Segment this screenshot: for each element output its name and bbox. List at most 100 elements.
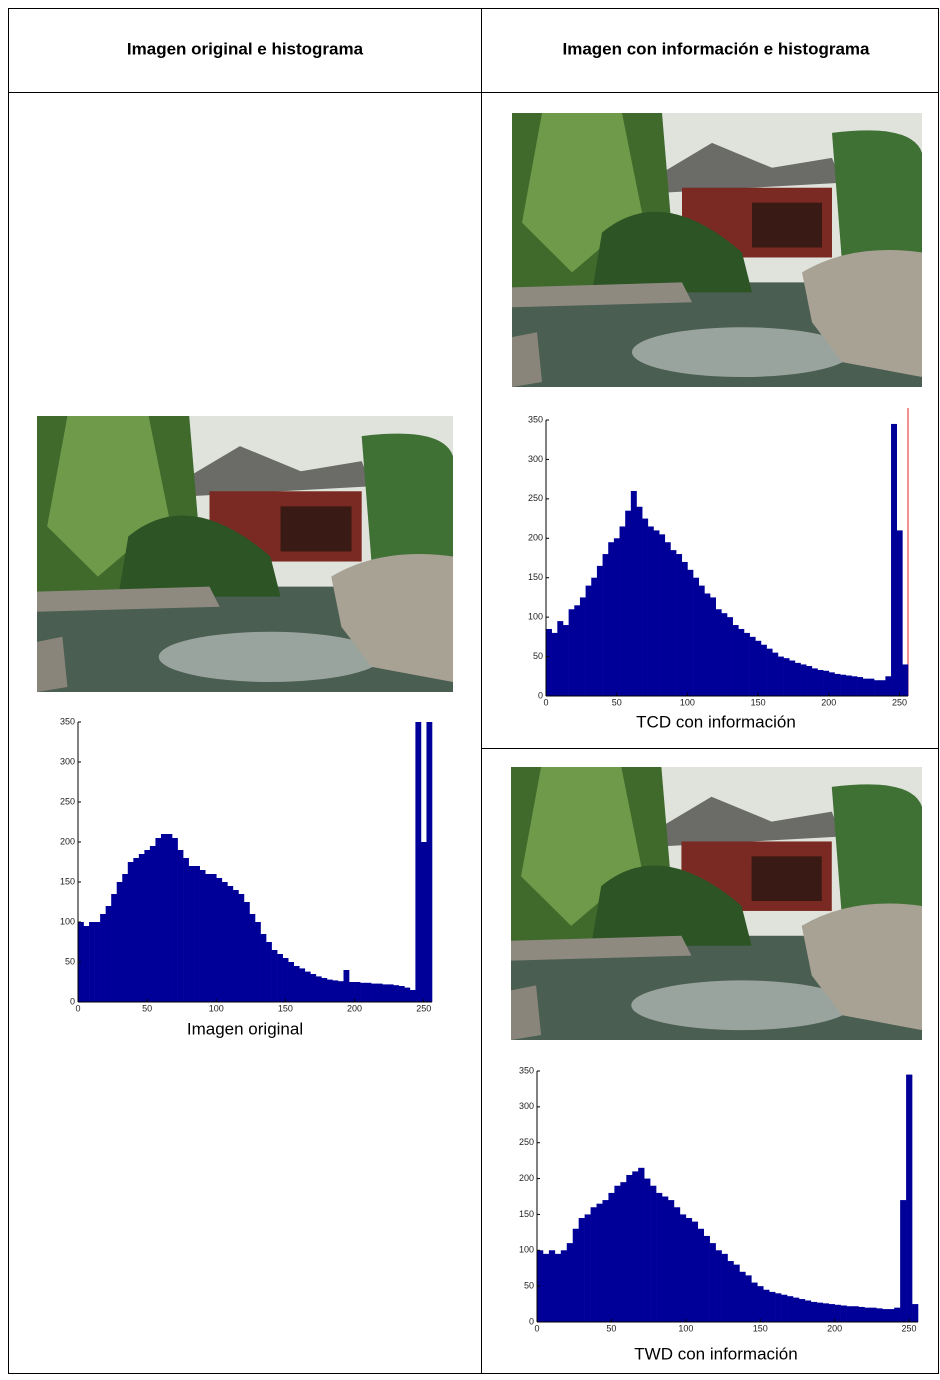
y-tick-label: 200: [60, 836, 75, 846]
histogram-bar: [664, 542, 671, 696]
x-tick-label: 50: [606, 1323, 616, 1333]
histogram-bar: [160, 834, 167, 1002]
histogram-bar: [817, 669, 824, 696]
histogram-bar: [260, 934, 267, 1002]
histogram-bar: [721, 613, 728, 696]
histogram-bar: [608, 1192, 615, 1322]
histogram-bar: [590, 1207, 597, 1322]
histogram-bar: [537, 1250, 544, 1322]
histogram-bar: [584, 1214, 591, 1322]
histogram-bar: [188, 866, 195, 1002]
histogram-bar: [828, 672, 835, 696]
histogram-bar: [644, 1178, 651, 1322]
histogram-bar: [100, 914, 106, 1002]
x-tick-label: 200: [347, 1003, 362, 1013]
histogram-bar: [763, 1289, 770, 1322]
y-tick-label: 50: [533, 651, 543, 661]
y-tick-label: 300: [60, 756, 75, 766]
histogram-bar: [638, 1167, 645, 1322]
y-tick-label: 100: [519, 1245, 534, 1255]
histogram-bar: [900, 1200, 907, 1322]
x-tick-label: 0: [534, 1323, 539, 1333]
y-tick-label: 150: [528, 572, 543, 582]
histogram-bar: [673, 1207, 681, 1322]
histogram-bar: [794, 662, 801, 696]
histogram-bar: [382, 984, 389, 1002]
y-tick-label: 0: [70, 996, 75, 1006]
x-tick-label: 200: [827, 1323, 842, 1333]
histogram-bar: [715, 1250, 722, 1322]
histogram-bar: [636, 506, 643, 696]
histogram-bar: [562, 625, 569, 696]
histogram-bar: [127, 862, 134, 1002]
histogram-bar: [789, 660, 796, 696]
histogram-bar: [546, 628, 552, 696]
column-header: Imagen original e histograma: [127, 39, 364, 58]
histogram-bar: [755, 640, 762, 696]
histogram-bar: [572, 1228, 579, 1322]
y-tick-label: 350: [528, 414, 543, 424]
histogram-bar: [554, 1253, 562, 1322]
histogram-bar: [138, 854, 145, 1002]
y-tick-label: 50: [524, 1281, 534, 1291]
x-tick-label: 150: [278, 1003, 293, 1013]
histogram-bar: [697, 1228, 704, 1322]
y-tick-label: 0: [529, 1316, 534, 1326]
histogram-bar: [238, 894, 245, 1002]
histogram-bar: [703, 1235, 710, 1322]
histogram-bar: [596, 565, 603, 696]
histogram-bar: [868, 678, 875, 696]
histogram-bar: [304, 971, 311, 1002]
y-tick-label: 250: [519, 1137, 534, 1147]
histogram-bar: [626, 1174, 633, 1322]
histogram-bar: [602, 554, 609, 696]
histogram-bar: [769, 1291, 776, 1322]
histogram-bar: [227, 886, 234, 1002]
histogram-bar: [800, 664, 807, 696]
histogram-bar: [337, 981, 344, 1002]
histogram-bar: [216, 878, 223, 1002]
histogram-bar: [293, 966, 300, 1002]
histogram-bar: [662, 1196, 669, 1322]
histogram-bar: [221, 882, 228, 1002]
histogram-bar: [902, 664, 909, 696]
y-tick-label: 200: [528, 533, 543, 543]
histogram-bar: [783, 658, 790, 696]
histogram-bar: [715, 609, 722, 696]
histogram-bar: [354, 982, 361, 1002]
histogram-bar: [822, 1303, 830, 1322]
y-tick-label: 100: [60, 916, 75, 926]
histogram-bar: [704, 593, 711, 696]
histogram-bar: [862, 678, 869, 696]
histogram-bar: [745, 1275, 752, 1322]
histogram-bar: [155, 838, 162, 1002]
histogram-bar: [579, 597, 586, 696]
photo: [37, 416, 453, 692]
histogram-bar: [255, 922, 261, 1002]
x-tick-label: 250: [892, 697, 907, 707]
histogram-bar: [798, 1299, 806, 1322]
x-tick-label: 0: [75, 1003, 80, 1013]
histogram-bar: [371, 983, 377, 1002]
histogram-bar: [840, 674, 847, 696]
histogram-bar: [404, 987, 411, 1002]
histogram-bar: [650, 1185, 657, 1322]
x-tick-label: 250: [902, 1323, 917, 1333]
histogram-bar: [834, 673, 841, 696]
histogram-bar: [568, 609, 575, 696]
histogram-bar: [426, 722, 433, 1002]
histogram-bar: [691, 1221, 699, 1322]
histogram-bar: [743, 632, 750, 696]
histogram-bar: [806, 666, 813, 696]
histogram-bar: [896, 530, 903, 696]
histogram-bar: [574, 605, 581, 696]
histogram-bar: [199, 870, 206, 1002]
histogram-bar: [739, 1271, 746, 1322]
histogram-bar: [749, 636, 756, 696]
x-tick-label: 150: [753, 1323, 768, 1333]
histogram-bar: [365, 982, 372, 1002]
histogram-bar: [810, 1301, 818, 1322]
histogram-bar: [845, 675, 852, 696]
histogram-bar: [288, 962, 295, 1002]
histogram-bar: [89, 922, 95, 1002]
